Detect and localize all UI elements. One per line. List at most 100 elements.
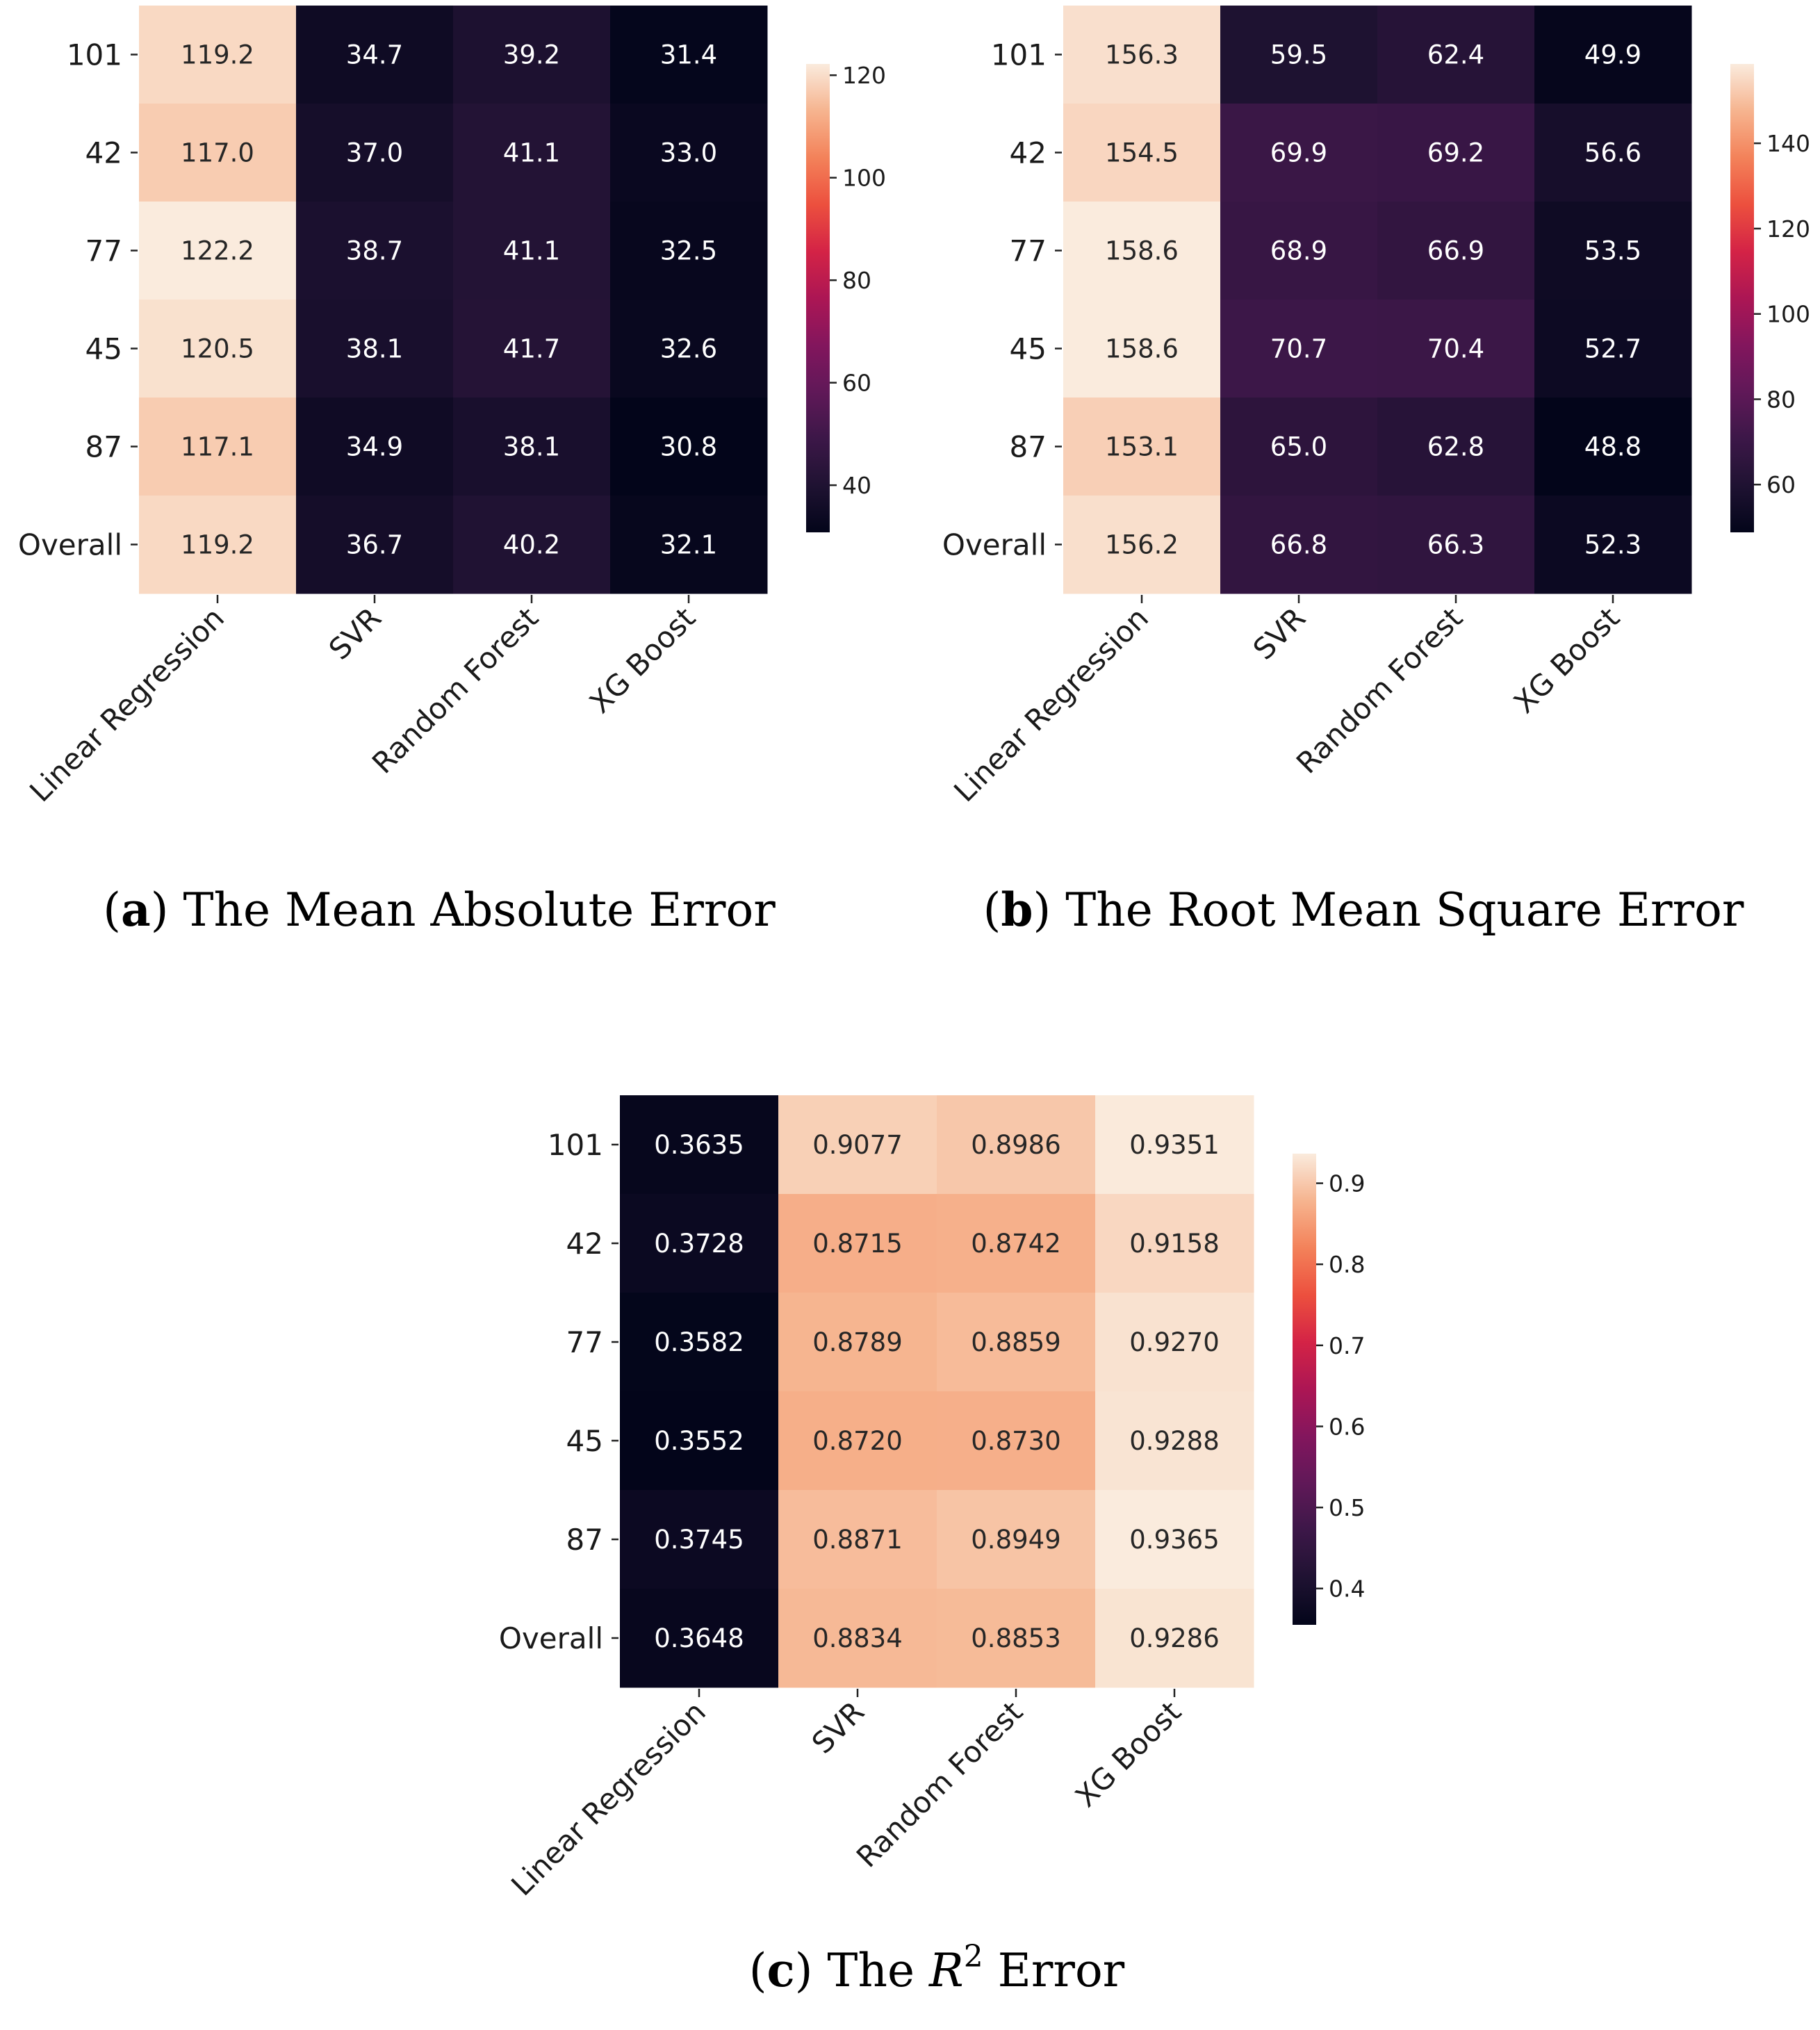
- colorbar: [1293, 1154, 1316, 1625]
- cell-value-label: 66.3: [1427, 530, 1484, 560]
- cell-value-label: 66.9: [1427, 236, 1484, 266]
- heatmap-cell: [610, 300, 768, 398]
- heatmap-cell: [453, 6, 611, 104]
- y-tick-label: 42: [566, 1227, 603, 1261]
- heatmap-cell: [1377, 104, 1535, 202]
- heatmap-cell: [453, 104, 611, 202]
- heatmap-cell: [1534, 398, 1692, 496]
- cell-value-label: 41.1: [503, 236, 560, 266]
- cell-value-label: 36.7: [346, 530, 403, 560]
- y-tick-label: 101: [991, 38, 1047, 72]
- heatmap-rmse: 156.3 59.5 62.4 49.9 154.5 69.9 69.2 56.6 158.6 6…: [942, 6, 1810, 937]
- cell-value-label: 40.2: [503, 530, 560, 560]
- x-tick-label: SVR: [322, 600, 388, 666]
- colorbar-tick-label: 0.9: [1329, 1170, 1365, 1197]
- y-tick-label: 77: [566, 1325, 603, 1359]
- heatmap-cell: [620, 1391, 779, 1491]
- cell-value-label: 0.3745: [654, 1525, 744, 1555]
- colorbar-tick-label: 60: [842, 370, 871, 397]
- heatmap-cell: [610, 398, 768, 496]
- heatmap-cell: [1377, 202, 1535, 300]
- heatmap-cell: [296, 496, 454, 594]
- heatmap-cell: [610, 104, 768, 202]
- x-tick-label: Random Forest: [1290, 600, 1469, 780]
- heatmap-cell: [937, 1490, 1096, 1589]
- cell-value-label: 53.5: [1584, 236, 1641, 266]
- cell-value-label: 0.9158: [1129, 1229, 1219, 1259]
- cell-value-label: 158.6: [1105, 236, 1179, 266]
- x-tick-label: Linear Regression: [947, 600, 1155, 808]
- subfigure-caption: (a) The Mean Absolute Error: [103, 883, 776, 937]
- cell-value-label: 62.4: [1427, 40, 1484, 70]
- cell-value-label: 0.9351: [1129, 1130, 1219, 1160]
- subfigure-caption: (c) The R2 Error: [749, 1939, 1125, 1997]
- heatmap-cell: [1377, 398, 1535, 496]
- cell-value-label: 69.9: [1270, 138, 1327, 168]
- cell-value-label: 0.8720: [812, 1426, 902, 1456]
- heatmap-cell: [610, 6, 768, 104]
- y-tick-label: 42: [1010, 136, 1047, 170]
- x-tick-label: XG Boost: [583, 600, 702, 719]
- cell-value-label: 65.0: [1270, 432, 1327, 462]
- cell-value-label: 68.9: [1270, 236, 1327, 266]
- heatmap-cell: [620, 1490, 779, 1589]
- heatmap-cell: [778, 1589, 937, 1688]
- cell-value-label: 0.8986: [971, 1130, 1060, 1160]
- heatmap-cell: [453, 398, 611, 496]
- cell-value-label: 59.5: [1270, 40, 1327, 70]
- cell-value-label: 0.8949: [971, 1525, 1060, 1555]
- cell-value-label: 38.1: [503, 432, 560, 462]
- y-tick-label: 45: [1010, 332, 1047, 366]
- heatmap-cell: [1220, 300, 1378, 398]
- heatmap-cell: [453, 496, 611, 594]
- heatmap-cell: [620, 1095, 779, 1195]
- colorbar-tick-label: 140: [1766, 130, 1810, 157]
- heatmap-cell: [937, 1391, 1096, 1491]
- cell-value-label: 0.9365: [1129, 1525, 1219, 1555]
- cell-value-label: 0.8853: [971, 1623, 1060, 1653]
- cell-value-label: 33.0: [660, 138, 717, 168]
- colorbar: [1730, 64, 1754, 532]
- heatmap-cell: [778, 1095, 937, 1195]
- cell-value-label: 158.6: [1105, 334, 1179, 364]
- cell-value-label: 37.0: [346, 138, 403, 168]
- cell-value-label: 0.3648: [654, 1623, 744, 1653]
- colorbar-tick-label: 0.7: [1329, 1332, 1365, 1359]
- heatmap-cell: [937, 1095, 1096, 1195]
- heatmap-cell: [1095, 1589, 1254, 1688]
- x-tick-label: Linear Regression: [505, 1694, 712, 1902]
- y-tick-label: 101: [548, 1128, 603, 1162]
- heatmap-cell: [296, 104, 454, 202]
- heatmap-cell: [1534, 104, 1692, 202]
- colorbar-tick-label: 100: [842, 165, 886, 192]
- heatmap-cell: [778, 1293, 937, 1392]
- cell-value-label: 0.9286: [1129, 1623, 1219, 1653]
- y-tick-label: 42: [85, 136, 122, 170]
- y-tick-label: 87: [1010, 430, 1047, 464]
- heatmap-cell: [620, 1293, 779, 1392]
- heatmap-cell: [139, 398, 297, 496]
- cell-value-label: 120.5: [181, 334, 254, 364]
- heatmap-cell: [1063, 104, 1221, 202]
- heatmap-cell: [1377, 6, 1535, 104]
- cell-value-label: 70.7: [1270, 334, 1327, 364]
- heatmap-cell: [296, 300, 454, 398]
- cell-value-label: 41.7: [503, 334, 560, 364]
- heatmap-cell: [139, 104, 297, 202]
- colorbar-tick-label: 80: [842, 267, 871, 294]
- heatmap-cell: [1063, 496, 1221, 594]
- heatmap-cell: [1220, 202, 1378, 300]
- colorbar-tick-label: 120: [1766, 215, 1810, 243]
- cell-value-label: 69.2: [1427, 138, 1484, 168]
- colorbar-tick-label: 0.5: [1329, 1494, 1365, 1521]
- y-tick-label: 45: [566, 1424, 603, 1458]
- heatmap-cell: [139, 496, 297, 594]
- cell-value-label: 52.3: [1584, 530, 1641, 560]
- heatmap-cell: [1220, 398, 1378, 496]
- cell-value-label: 0.9288: [1129, 1426, 1219, 1456]
- cell-value-label: 119.2: [181, 40, 254, 70]
- cell-value-label: 119.2: [181, 530, 254, 560]
- cell-value-label: 32.6: [660, 334, 717, 364]
- heatmap-cell: [1534, 300, 1692, 398]
- heatmap-cell: [296, 398, 454, 496]
